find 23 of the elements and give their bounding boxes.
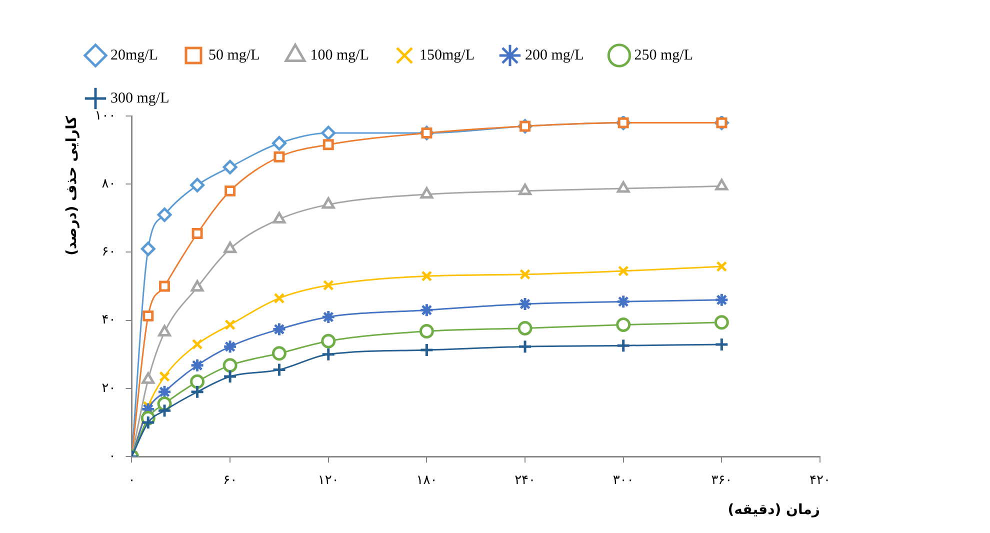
legend-label: 200 mg/L — [524, 47, 584, 64]
x-tick-label: ۱۲۰ — [318, 472, 339, 488]
y-tick-label: ۶۰ — [102, 244, 116, 260]
x-tick-label: ۴۲۰ — [810, 472, 830, 488]
legend-label: 300 mg/L — [110, 90, 170, 106]
x-tick-label: ۰ — [128, 472, 136, 488]
x-tick-label: ۳۰۰ — [612, 472, 634, 488]
x-tick-label: ۳۶۰ — [711, 472, 732, 488]
y-tick-label: ۰ — [108, 448, 116, 464]
legend-label: 20mg/L — [110, 47, 158, 64]
y-tick-label: ۱۰۰ — [94, 108, 116, 124]
y-tick-label: ۴۰ — [102, 312, 116, 328]
legend-label: 250 mg/L — [634, 47, 693, 64]
x-tick-label: ۲۴۰ — [514, 472, 536, 488]
legend-label: 150mg/L — [419, 47, 474, 64]
x-tick-label: ۱۸۰ — [416, 472, 438, 488]
x-tick-label: ۶۰ — [223, 472, 238, 488]
legend-label: 50 mg/L — [208, 47, 260, 64]
y-tick-label: ۲۰ — [102, 380, 116, 396]
legend-label: 100 mg/L — [310, 47, 369, 64]
x-axis-title: زمان (دقیقه) — [728, 502, 820, 518]
y-axis-title: کارایی حذف (درصد) — [64, 115, 80, 256]
y-tick-label: ۸۰ — [102, 176, 116, 192]
